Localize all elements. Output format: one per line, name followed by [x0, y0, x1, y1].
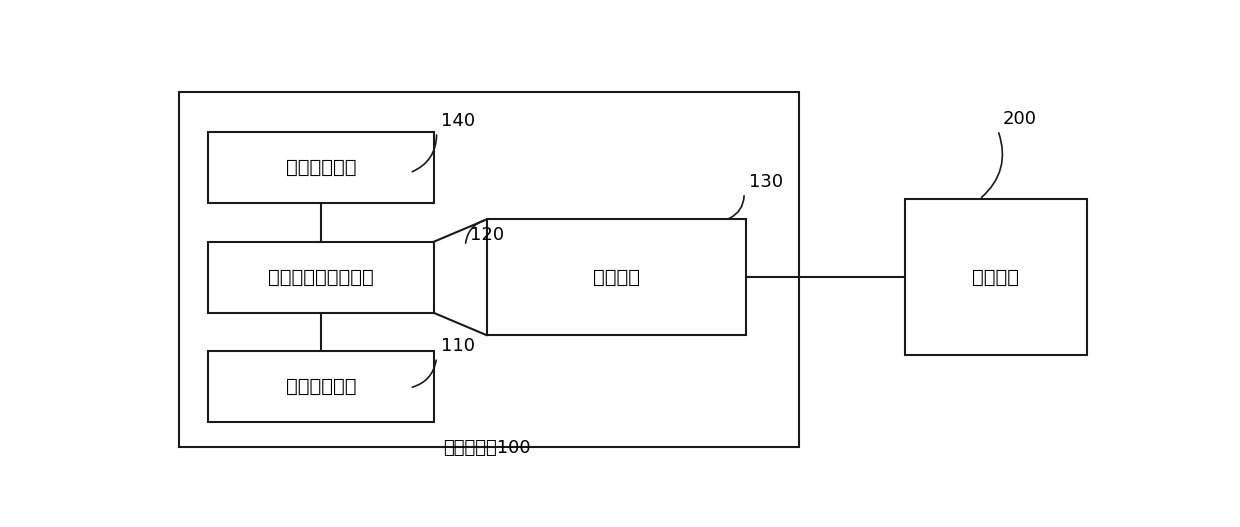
Bar [208, 132, 434, 203]
Bar [486, 219, 746, 335]
Text: 数据存储和处理模块: 数据存储和处理模块 [268, 268, 373, 287]
Bar [905, 199, 1087, 355]
Text: 140: 140 [441, 112, 475, 130]
Text: 运动控制模块: 运动控制模块 [285, 158, 356, 177]
Text: 巡检机器人100: 巡检机器人100 [443, 439, 531, 457]
Text: 110: 110 [441, 337, 475, 355]
Text: 120: 120 [470, 226, 505, 244]
Text: 地面基站: 地面基站 [972, 268, 1019, 287]
Text: 图像采集装置: 图像采集装置 [285, 377, 356, 396]
Text: 200: 200 [1003, 110, 1037, 128]
Text: 通信模块: 通信模块 [593, 268, 640, 287]
Text: 130: 130 [749, 173, 782, 191]
Bar [179, 92, 799, 447]
Bar [208, 352, 434, 422]
Bar [208, 242, 434, 313]
